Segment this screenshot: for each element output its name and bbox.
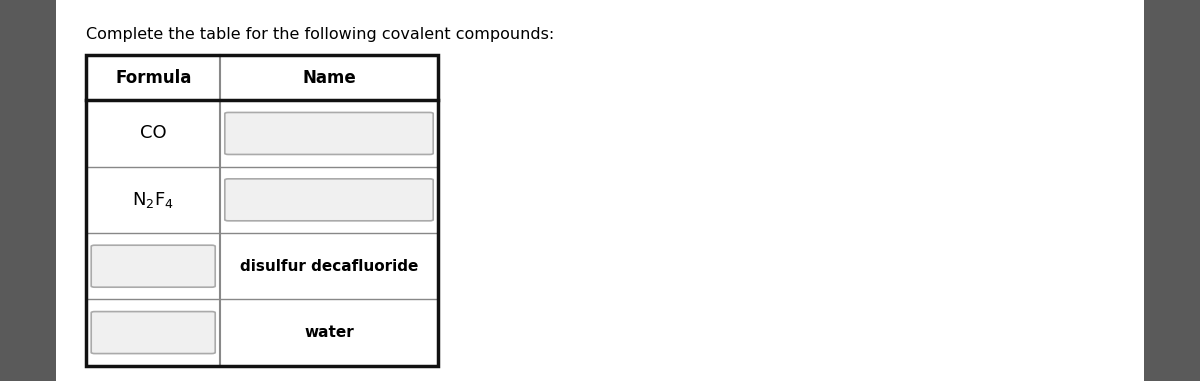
Text: Complete the table for the following covalent compounds:: Complete the table for the following cov… — [86, 27, 554, 42]
Text: Formula: Formula — [115, 69, 191, 87]
Text: disulfur decafluoride: disulfur decafluoride — [240, 259, 418, 274]
Text: CO: CO — [140, 125, 167, 142]
Text: water: water — [304, 325, 354, 340]
Text: N$_2$F$_4$: N$_2$F$_4$ — [132, 190, 174, 210]
Text: Name: Name — [302, 69, 356, 87]
